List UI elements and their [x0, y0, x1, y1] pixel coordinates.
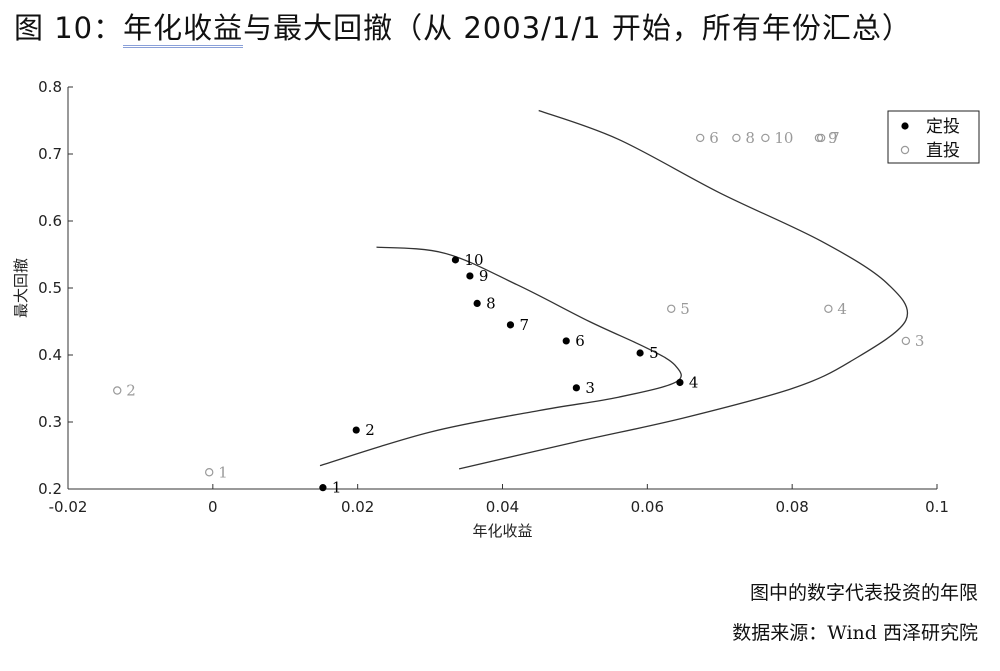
fitted-curve: [319, 246, 682, 467]
axes: -0.02 0 0.02 0.04 0.06 0.08 0.1 0.2 0.3 0.4 0.5 0.6…: [12, 78, 949, 540]
point-label-dingtou: 8: [486, 294, 496, 312]
point-label-zhitou: 10: [774, 129, 793, 147]
figure-title-prefix: 图 10：: [14, 11, 124, 45]
point-label-zhitou: 9: [828, 129, 838, 147]
point-dingtou: [352, 426, 360, 434]
point-dingtou: [319, 484, 327, 492]
y-tick-label: 0.3: [38, 413, 62, 431]
point-label-dingtou: 9: [479, 267, 489, 285]
legend-marker-dingtou: [901, 122, 909, 130]
y-tick-label: 0.5: [38, 279, 62, 297]
y-tick-label: 0.6: [38, 212, 62, 230]
point-label-dingtou: 7: [519, 316, 529, 334]
point-dingtou: [451, 256, 460, 264]
legend-label-zhitou: 直投: [926, 141, 960, 161]
point-dingtou: [473, 299, 481, 308]
y-tick-label: 0.7: [38, 145, 62, 163]
point-dingtou: [676, 378, 684, 387]
point-label-zhitou: 3: [915, 332, 925, 350]
point-zhitou: [824, 304, 833, 313]
point-zhitou: [695, 133, 705, 143]
y-tick-label: 0.2: [38, 480, 62, 498]
point-dingtou: [572, 384, 580, 392]
x-tick-label: 0.1: [925, 498, 949, 516]
figure-title: 图 10：年化收益与最大回撤（从 2003/1/1 开始，所有年份汇总）: [14, 8, 912, 48]
point-zhitou: [732, 133, 741, 143]
x-tick-label: 0.08: [775, 498, 808, 516]
footnote-years: 图中的数字代表投资的年限: [749, 582, 978, 604]
x-tick-label: 0.02: [341, 498, 374, 516]
x-tick-label: 0: [208, 498, 218, 516]
x-tick-label: 0.06: [631, 498, 664, 516]
point-label-dingtou: 10: [464, 251, 483, 269]
point-label-zhitou: 5: [680, 300, 690, 318]
y-axis-title: 最大回撤: [12, 258, 30, 318]
legend-box: [887, 110, 980, 164]
point-label-zhitou: 7: [830, 129, 840, 147]
point-label-zhitou: 6: [709, 129, 719, 147]
legend-marker-zhitou: [900, 145, 910, 155]
x-tick-label: -0.02: [49, 498, 88, 516]
point-zhitou: [901, 336, 911, 346]
point-dingtou: [506, 321, 515, 329]
x-tick-label: 0.04: [486, 498, 519, 516]
x-axis-title: 年化收益: [472, 522, 532, 540]
point-zhitou: [205, 468, 214, 477]
fitted-curves: [319, 109, 909, 470]
point-dingtou: [636, 349, 644, 357]
point-label-dingtou: 1: [332, 479, 342, 497]
point-label-dingtou: 3: [585, 379, 595, 397]
figure-title-rest: 与最大回撤（从 2003/1/1 开始，所有年份汇总）: [243, 11, 912, 45]
legend-label-dingtou: 定投: [926, 117, 960, 137]
point-zhitou: [816, 133, 826, 143]
footnote-source: 数据来源：Wind 西泽研究院: [732, 622, 978, 644]
point-zhitou: [113, 386, 122, 395]
y-tick-label: 0.8: [38, 78, 62, 96]
point-label-dingtou: 4: [689, 373, 699, 391]
point-label-zhitou: 2: [126, 382, 136, 400]
point-label-dingtou: 5: [649, 344, 659, 362]
point-zhitou: [761, 133, 770, 143]
point-dingtou: [562, 337, 570, 345]
point-label-zhitou: 4: [837, 300, 847, 318]
y-tick-label: 0.4: [38, 346, 62, 364]
point-zhitou: [814, 133, 824, 143]
point-label-zhitou: 1: [218, 463, 228, 481]
figure-title-main: 年化收益: [123, 11, 244, 48]
fitted-curve: [458, 109, 909, 470]
point-label-dingtou: 2: [365, 421, 375, 439]
point-label-zhitou: 8: [745, 129, 755, 147]
point-zhitou: [667, 304, 676, 313]
point-dingtou: [466, 272, 474, 280]
point-label-dingtou: 6: [575, 332, 585, 350]
